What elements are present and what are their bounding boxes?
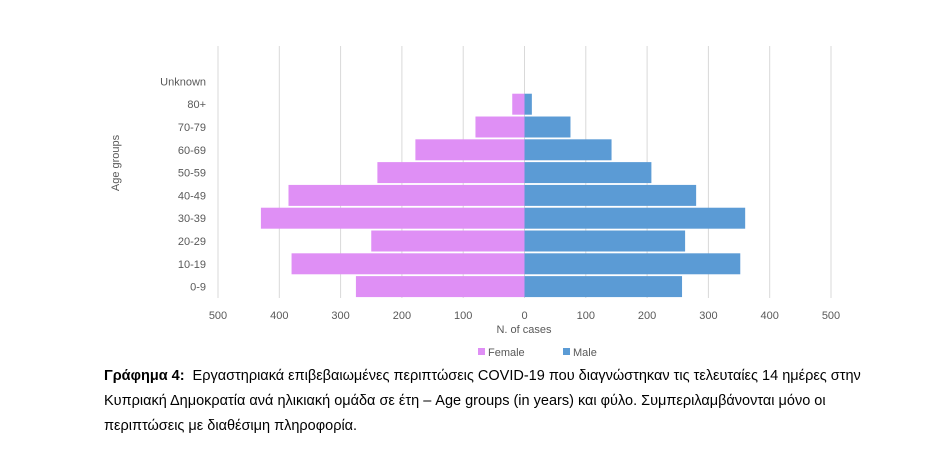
bar-male-30-39: [524, 207, 746, 229]
bar-male-40-49: [524, 184, 697, 206]
caption-text: Εργαστηριακά επιβεβαιωμένες περιπτώσεις …: [104, 368, 861, 434]
x-tick-label-0: 500: [209, 310, 227, 322]
x-tick-label-9: 400: [761, 310, 779, 322]
x-tick-label-2: 300: [331, 310, 349, 322]
bar-male-20-29: [524, 230, 686, 252]
x-tick-label-8: 300: [699, 310, 717, 322]
legend-swatch-male: [563, 348, 570, 355]
y-tick-label-30-39: 30-39: [178, 213, 206, 225]
chart-legend: Female Male: [478, 347, 597, 359]
bar-male-60-69: [524, 139, 612, 161]
x-tick-label-7: 200: [638, 310, 656, 322]
y-tick-label-20-29: 20-29: [178, 236, 206, 248]
x-tick-label-10: 500: [822, 310, 840, 322]
bar-female-70-79: [475, 116, 525, 138]
bar-male-0-9: [524, 276, 683, 298]
bar-female-40-49: [288, 184, 525, 206]
x-tick-label-3: 200: [393, 310, 411, 322]
bar-male-70-79: [524, 116, 571, 138]
y-axis-title: Age groups: [110, 134, 122, 191]
bar-female-10-19: [291, 253, 525, 275]
bar-female-50-59: [377, 162, 525, 184]
caption-label: Γράφημα 4:: [104, 368, 185, 384]
y-tick-label-50-59: 50-59: [178, 168, 206, 180]
x-tick-label-4: 100: [454, 310, 472, 322]
y-tick-label-10-19: 10-19: [178, 259, 206, 271]
y-category-labels: 0-9 10-19 20-29 30-39 40-49 50-59 60-69 70-79 80…: [160, 76, 206, 293]
y-tick-label-0-9: 0-9: [190, 282, 206, 294]
x-tick-label-1: 400: [270, 310, 288, 322]
bar-male-50-59: [524, 162, 652, 184]
bar-female-30-39: [260, 207, 525, 229]
figure-caption: Γράφημα 4: Εργαστηριακά επιβεβαιωμένες πε…: [104, 364, 904, 439]
bar-female-80: [512, 93, 525, 115]
chart-bars: [260, 93, 746, 298]
bar-male-10-19: [524, 253, 741, 275]
y-tick-label-80: 80+: [187, 99, 206, 111]
bar-female-20-29: [371, 230, 525, 252]
y-tick-label-unknown: Unknown: [160, 76, 206, 88]
x-axis-title: N. of cases: [496, 324, 552, 336]
bar-female-0-9: [355, 276, 525, 298]
x-tick-labels: 500 400 300 200 100 0 100 200 300 400 500: [209, 310, 840, 322]
bar-male-80: [524, 93, 532, 115]
y-tick-label-60-69: 60-69: [178, 145, 206, 157]
y-tick-label-70-79: 70-79: [178, 122, 206, 134]
bar-female-60-69: [415, 139, 525, 161]
x-tick-label-6: 100: [577, 310, 595, 322]
population-pyramid-chart: 0-9 10-19 20-29 30-39 40-49 50-59 60-69 70-79 80…: [110, 46, 840, 359]
x-tick-label-5: 0: [521, 310, 527, 322]
legend-swatch-female: [478, 348, 485, 355]
legend-label-female: Female: [488, 347, 525, 359]
y-tick-label-40-49: 40-49: [178, 190, 206, 202]
legend-label-male: Male: [573, 347, 597, 359]
